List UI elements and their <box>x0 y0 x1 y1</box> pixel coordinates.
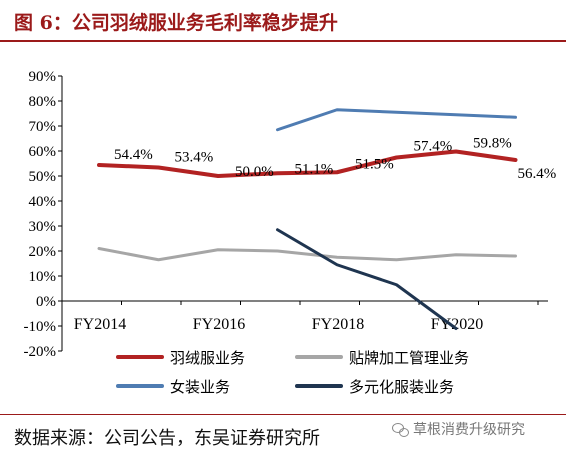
legend-label: 多元化服装业务 <box>349 379 454 396</box>
data-label: 57.4% <box>414 139 453 155</box>
y-tick-label: 90% <box>29 69 57 85</box>
data-label: 51.5% <box>355 156 394 172</box>
watermark-text: 草根消费升级研究 <box>413 422 525 438</box>
legend-label: 贴牌加工管理业务 <box>349 350 469 367</box>
legend-label: 羽绒服业务 <box>170 350 245 367</box>
line-chart: 90% 80% 70% 60% 50% 40% 30% 20% 10% 0% -10% -20% FY2… <box>24 69 557 396</box>
data-label: 59.8% <box>473 136 512 152</box>
series-line-2 <box>276 108 517 132</box>
source-rule <box>0 414 566 415</box>
source-note: 数据来源：公司公告，东吴证券研究所 <box>14 428 320 449</box>
figure-title: 图 6：公司羽绒服业务毛利率稳步提升 <box>14 12 338 34</box>
y-tick-label: 60% <box>29 144 57 160</box>
y-tick-label: 10% <box>29 269 57 285</box>
y-tick-label: 0% <box>36 294 56 310</box>
y-tick-label: 50% <box>29 169 57 185</box>
wechat-icon <box>392 421 409 437</box>
y-tick-label: 20% <box>29 244 57 260</box>
title-rule <box>0 40 566 42</box>
data-label: 51.1% <box>295 161 334 177</box>
x-tick-label: FY2014 <box>74 316 126 333</box>
data-label: 54.4% <box>114 147 153 163</box>
y-tick-label: 40% <box>29 194 57 210</box>
data-label: 50.0% <box>235 164 274 180</box>
series-line-3 <box>276 228 458 330</box>
y-tick-label: -20% <box>24 344 57 360</box>
data-label: 53.4% <box>175 150 214 166</box>
y-tick-label: -10% <box>24 319 57 335</box>
series-line-1 <box>97 247 517 262</box>
series-line-0 <box>97 149 518 178</box>
legend-label: 女装业务 <box>170 378 230 396</box>
x-tick-label: FY2016 <box>193 316 245 333</box>
y-tick-label: 30% <box>29 219 57 235</box>
x-tick-label: FY2020 <box>431 316 483 333</box>
y-tick-label: 70% <box>29 119 57 135</box>
data-label: 56.4% <box>518 166 557 182</box>
y-tick-label: 80% <box>29 94 57 110</box>
watermark: 草根消费升级研究 <box>392 419 525 439</box>
x-tick-label: FY2018 <box>312 316 364 333</box>
